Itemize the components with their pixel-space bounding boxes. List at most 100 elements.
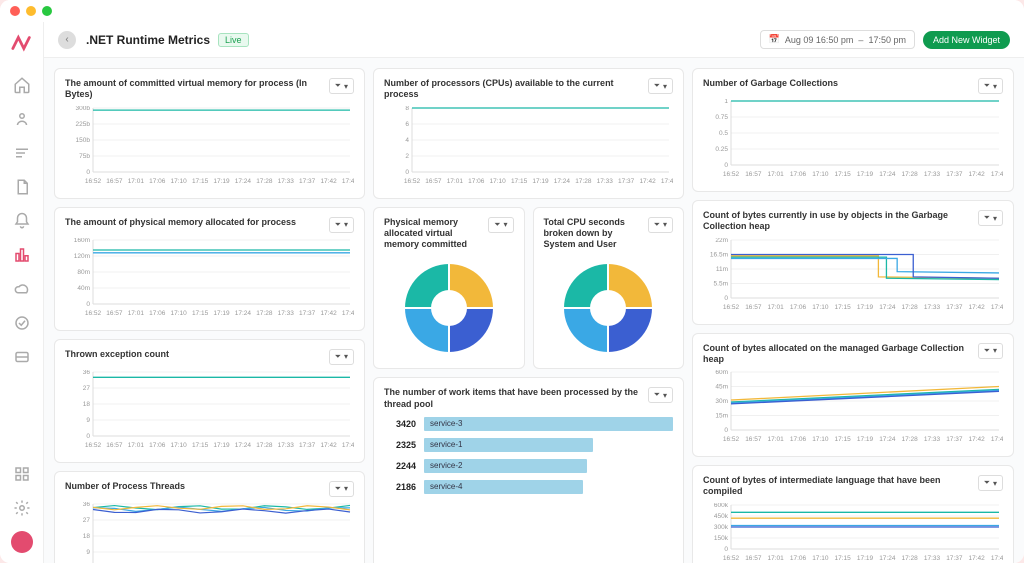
card-title: Total CPU seconds broken down by System …: [544, 217, 648, 251]
cpu-donut-chart: [559, 259, 657, 357]
workitem-bar: 2325 service-1: [384, 438, 673, 452]
card-menu-button[interactable]: ⏷▾: [329, 217, 354, 233]
card-title: Count of bytes currently in use by objec…: [703, 210, 978, 233]
committed-memory-chart: 300b225b150b75b016:5216:5717:0117:0617:1…: [65, 106, 354, 184]
nav-traces-icon[interactable]: [13, 314, 31, 332]
nav-docs-icon[interactable]: [13, 178, 31, 196]
svg-text:16:52: 16:52: [85, 310, 102, 316]
nav-logs-icon[interactable]: [13, 144, 31, 162]
svg-text:2: 2: [405, 153, 409, 160]
svg-text:17:06: 17:06: [149, 442, 166, 448]
filter-icon: ⏷: [984, 346, 990, 356]
close-window-icon[interactable]: [10, 6, 20, 16]
card-menu-button[interactable]: ⏷▾: [978, 78, 1003, 94]
add-widget-button[interactable]: Add New Widget: [923, 31, 1010, 49]
svg-text:300b: 300b: [76, 106, 91, 112]
card-menu-button[interactable]: ⏷▾: [488, 217, 513, 233]
svg-text:4: 4: [405, 137, 409, 144]
nav-dashboards-icon[interactable]: [13, 246, 31, 264]
svg-text:18: 18: [83, 401, 91, 408]
svg-text:17:28: 17:28: [902, 171, 919, 177]
svg-text:17:01: 17:01: [447, 178, 464, 184]
svg-text:17:42: 17:42: [639, 178, 656, 184]
svg-text:17:06: 17:06: [790, 171, 807, 177]
svg-text:17:48: 17:48: [342, 310, 354, 316]
card-menu-button[interactable]: ⏷▾: [329, 349, 354, 365]
nav-home-icon[interactable]: [13, 76, 31, 94]
minimize-window-icon[interactable]: [26, 6, 36, 16]
svg-text:9: 9: [86, 549, 90, 556]
card-menu-button[interactable]: ⏷▾: [978, 475, 1003, 491]
svg-text:300k: 300k: [714, 524, 729, 531]
filter-icon: ⏷: [654, 220, 660, 230]
workitem-bar: 2186 service-4: [384, 480, 673, 494]
svg-text:120m: 120m: [74, 253, 90, 260]
svg-text:16:57: 16:57: [745, 171, 762, 177]
svg-text:17:48: 17:48: [661, 178, 673, 184]
svg-text:17:24: 17:24: [879, 555, 896, 561]
svg-text:0.25: 0.25: [715, 146, 728, 153]
svg-text:17:06: 17:06: [790, 555, 807, 561]
card-title: Count of bytes allocated on the managed …: [703, 343, 978, 366]
gc-count-chart: 10.750.50.25016:5216:5717:0117:0617:1017…: [703, 99, 1003, 177]
live-badge: Live: [218, 33, 249, 47]
svg-text:17:37: 17:37: [618, 178, 635, 184]
svg-text:17:28: 17:28: [902, 304, 919, 310]
maximize-window-icon[interactable]: [42, 6, 52, 16]
svg-text:17:33: 17:33: [278, 178, 295, 184]
card-menu-button[interactable]: ⏷▾: [978, 343, 1003, 359]
svg-text:17:10: 17:10: [171, 442, 188, 448]
svg-text:17:28: 17:28: [902, 555, 919, 561]
nav-settings-icon[interactable]: [13, 499, 31, 517]
svg-text:16:57: 16:57: [745, 436, 762, 442]
svg-text:27: 27: [83, 385, 91, 392]
timerange-picker[interactable]: 📅 Aug 09 16:50 pm – 17:50 pm: [760, 30, 915, 49]
card-menu-button[interactable]: ⏷▾: [648, 78, 673, 94]
nav-apps-icon[interactable]: [13, 465, 31, 483]
svg-text:17:01: 17:01: [768, 436, 785, 442]
nav-cloud-icon[interactable]: [13, 280, 31, 298]
svg-text:0.75: 0.75: [715, 114, 728, 121]
card-menu-button[interactable]: ⏷▾: [329, 481, 354, 497]
svg-text:17:37: 17:37: [946, 436, 963, 442]
svg-text:17:42: 17:42: [969, 304, 986, 310]
user-avatar[interactable]: [11, 531, 33, 553]
svg-text:17:15: 17:15: [192, 178, 209, 184]
svg-text:17:42: 17:42: [969, 171, 986, 177]
svg-text:16:52: 16:52: [723, 436, 740, 442]
card-menu-button[interactable]: ⏷▾: [978, 210, 1003, 226]
nav-users-icon[interactable]: [13, 110, 31, 128]
card-title: Number of Garbage Collections: [703, 78, 844, 89]
workitem-label: service-4: [430, 480, 462, 494]
svg-text:17:24: 17:24: [879, 171, 896, 177]
svg-text:17:10: 17:10: [812, 304, 829, 310]
threads-chart: 3627189016:5216:5717:0117:0617:1017:1517…: [65, 502, 354, 563]
filter-icon: ⏷: [494, 220, 500, 230]
svg-text:17:15: 17:15: [192, 310, 209, 316]
card-heap-bytes: Count of bytes currently in use by objec…: [692, 200, 1014, 325]
svg-text:17:15: 17:15: [192, 442, 209, 448]
svg-text:0: 0: [724, 295, 728, 302]
svg-text:17:06: 17:06: [790, 304, 807, 310]
physical-memory-chart: 160m120m80m40m016:5216:5717:0117:0617:10…: [65, 238, 354, 316]
svg-text:17:42: 17:42: [320, 442, 337, 448]
workitem-bar: 2244 service-2: [384, 459, 673, 473]
filter-icon: ⏷: [984, 478, 990, 488]
card-menu-button[interactable]: ⏷▾: [648, 387, 673, 403]
app-logo-icon: [11, 32, 33, 54]
svg-text:17:10: 17:10: [171, 178, 188, 184]
svg-text:75b: 75b: [79, 153, 90, 160]
svg-text:17:10: 17:10: [490, 178, 507, 184]
back-button[interactable]: ‹: [58, 31, 76, 49]
card-menu-button[interactable]: ⏷▾: [329, 78, 354, 94]
filter-icon: ⏷: [984, 213, 990, 223]
nav-infra-icon[interactable]: [13, 348, 31, 366]
svg-text:16:52: 16:52: [404, 178, 421, 184]
card-cpus: Number of processors (CPUs) available to…: [373, 68, 684, 199]
nav-alerts-icon[interactable]: [13, 212, 31, 230]
card-menu-button[interactable]: ⏷▾: [648, 217, 673, 233]
svg-text:17:48: 17:48: [991, 555, 1003, 561]
filter-icon: ⏷: [335, 220, 341, 230]
svg-text:0: 0: [86, 169, 90, 176]
svg-text:17:24: 17:24: [235, 310, 252, 316]
